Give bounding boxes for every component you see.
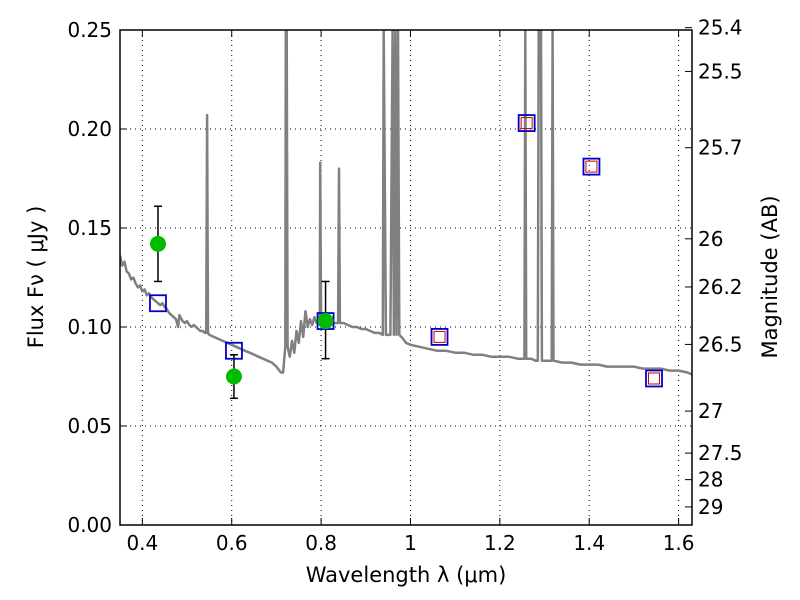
plot-frame [119, 29, 693, 526]
observed-flux-point [149, 235, 166, 252]
ticks [120, 27, 692, 526]
y2-tick-label: 25.7 [698, 136, 743, 160]
x-tick-label: 1.4 [573, 531, 605, 555]
x-tick-label: 0.6 [216, 531, 248, 555]
x-axis-label: Wavelength λ (μm) [306, 563, 507, 587]
model-flux-square [149, 294, 167, 313]
spectrum-layer [120, 30, 692, 376]
x-tick-label: 0.4 [126, 531, 158, 555]
y-tick-label: 0.20 [67, 117, 112, 141]
y2-tick-label: 27 [698, 399, 723, 423]
y2-tick-label: 26.2 [698, 275, 743, 299]
y-tick-label: 0.00 [67, 513, 112, 537]
y2-tick-label: 26.5 [698, 332, 743, 356]
y-tick-label: 0.10 [67, 315, 112, 339]
y-tick-label: 0.25 [67, 18, 112, 42]
observed-flux-point [225, 368, 242, 385]
tick-labels: 0.4 0.6 0.8 1 1.2 1.4 1.6 0.00 0.05 0.10 0.15 0.20 0… [67, 16, 742, 555]
model-flux-inner-square [520, 117, 533, 130]
observed-flux-point [317, 313, 334, 330]
x-tick-label: 0.8 [305, 531, 337, 555]
model-flux-square [430, 327, 449, 346]
y2-axis-label: Magnitude (AB) [758, 195, 782, 358]
model-spectrum-line [120, 30, 692, 376]
y-axis-label: Flux Fν ( μJy ) [24, 206, 48, 349]
model-flux-inner-square [648, 372, 661, 385]
y2-tick-label: 25.4 [698, 16, 743, 40]
x-tick-label: 1.2 [484, 531, 516, 555]
y-tick-label: 0.05 [67, 414, 112, 438]
model-flux-square [517, 114, 536, 132]
y2-tick-label: 26 [698, 227, 723, 251]
x-tick-label: 1.6 [663, 531, 695, 555]
model-flux-square [582, 157, 601, 176]
model-flux-inner-square [585, 160, 598, 173]
y2-tick-label: 27.5 [698, 441, 743, 465]
error-bars [153, 205, 330, 400]
y2-tick-label: 28 [698, 468, 723, 492]
x-tick-label: 1 [404, 531, 417, 555]
markers [149, 114, 663, 388]
grid [120, 30, 692, 525]
model-flux-square [645, 369, 663, 388]
y2-tick-label: 29 [698, 495, 723, 519]
model-flux-square [225, 341, 243, 360]
y-tick-label: 0.15 [67, 216, 112, 240]
y2-tick-label: 25.5 [698, 59, 743, 83]
model-flux-inner-square [433, 330, 446, 343]
